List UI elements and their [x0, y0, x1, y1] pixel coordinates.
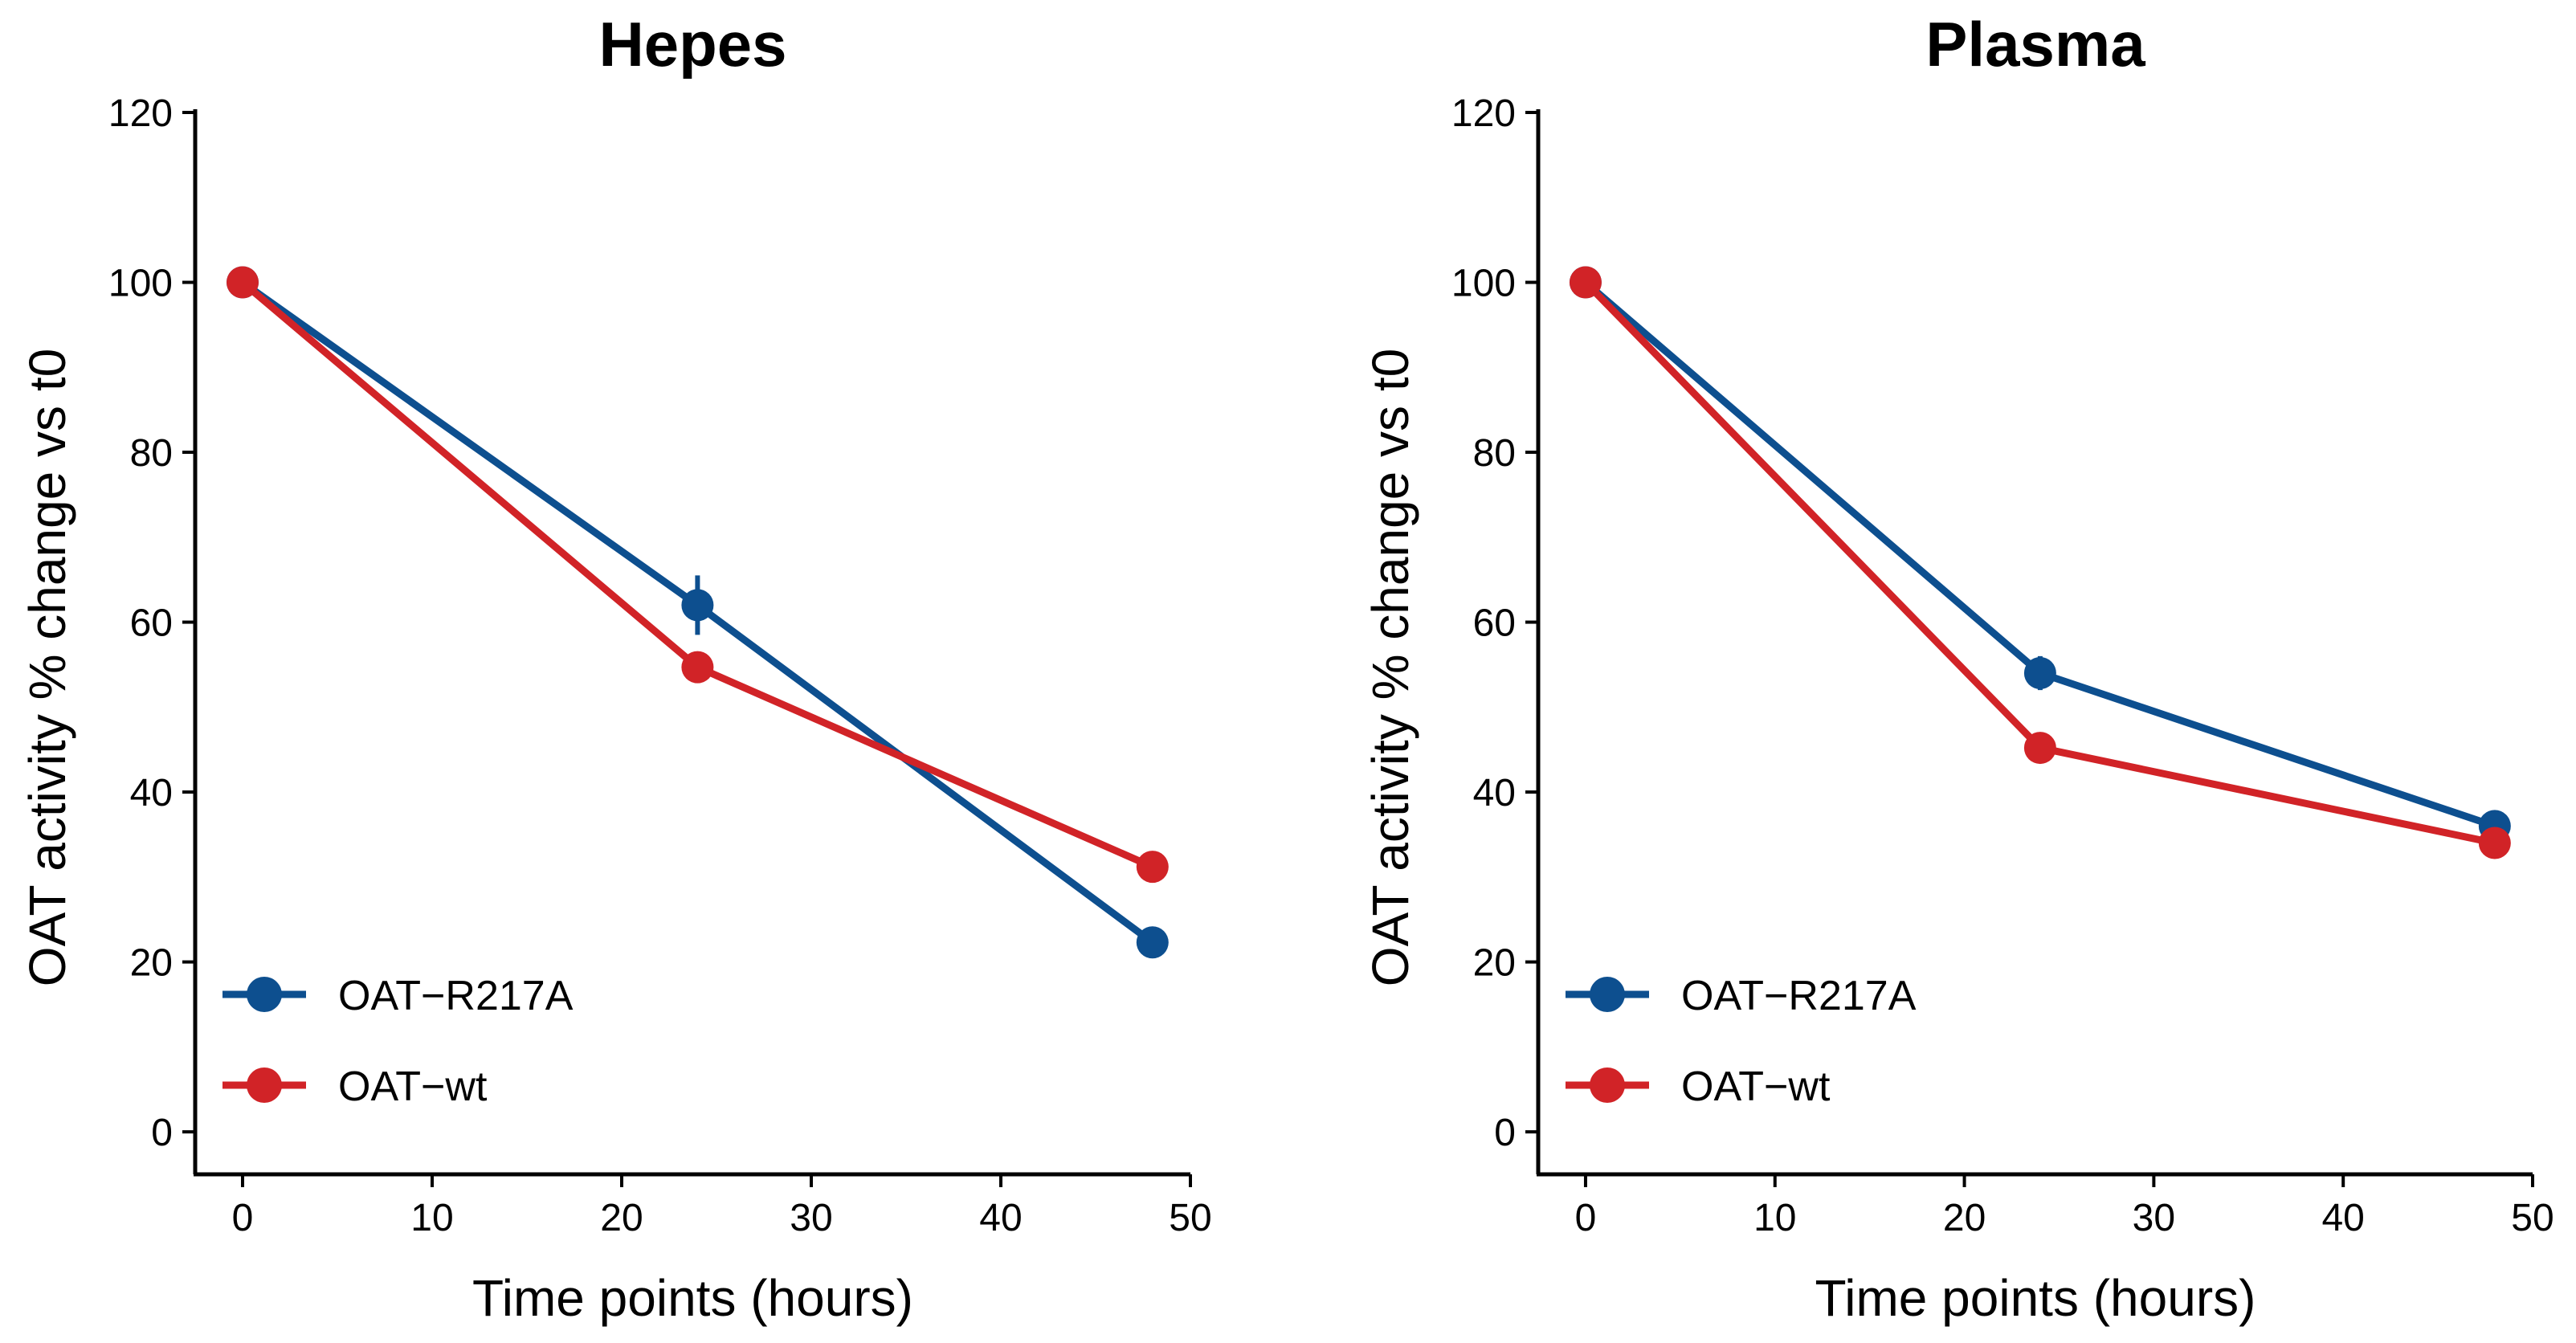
data-point: [1569, 266, 1602, 299]
data-point: [2478, 827, 2511, 859]
data-point: [2023, 732, 2056, 765]
data-point: [681, 589, 714, 622]
x-tick-label: 30: [2133, 1197, 2175, 1239]
x-tick-label: 50: [2511, 1197, 2554, 1239]
legend-swatch-point: [247, 977, 282, 1012]
x-tick-label: 20: [1943, 1197, 1986, 1239]
x-tick-label: 10: [1753, 1197, 1796, 1239]
y-tick-label: 40: [130, 772, 173, 814]
y-axis-title: OAT activity % change vs t0: [18, 349, 76, 986]
y-tick-label: 120: [1451, 92, 1516, 135]
legend-item: OAT−wt: [1566, 1063, 1831, 1110]
legend-swatch-point: [1590, 977, 1625, 1012]
y-tick-label: 80: [1473, 432, 1516, 475]
y-tick-label: 0: [1494, 1112, 1516, 1154]
data-point: [681, 651, 714, 684]
x-axis-title: Time points (hours): [1815, 1269, 2256, 1327]
y-tick-label: 60: [130, 602, 173, 645]
y-tick-label: 120: [108, 92, 173, 135]
y-tick-label: 40: [1473, 772, 1516, 814]
legend-label: OAT−R217A: [1681, 973, 1917, 1019]
data-point: [1136, 851, 1169, 884]
y-tick-label: 20: [130, 942, 173, 985]
chart-panel-2: Plasma 0 20 40 60 80 100 120 0 10 20 30 40 50 Time poi…: [1361, 9, 2554, 1327]
x-tick-label: 50: [1169, 1197, 1211, 1239]
x-tick-label: 40: [979, 1197, 1022, 1239]
y-tick-label: 80: [130, 432, 173, 475]
legend-label: OAT−R217A: [338, 973, 574, 1019]
x-tick-label: 10: [410, 1197, 453, 1239]
legend-label: OAT−wt: [1681, 1063, 1831, 1110]
data-point: [227, 266, 259, 299]
x-tick-label: 20: [600, 1197, 643, 1239]
data-point: [1136, 926, 1169, 959]
series-line: [240, 280, 1154, 871]
x-tick-label: 40: [2321, 1197, 2364, 1239]
legend-label: OAT−wt: [338, 1063, 488, 1110]
y-axis-title: OAT activity % change vs t0: [1361, 349, 1419, 986]
y-tick-label: 100: [108, 263, 173, 305]
legend-item: OAT−wt: [222, 1063, 488, 1110]
chart-title: Plasma: [1925, 9, 2145, 80]
y-tick-label: 20: [1473, 942, 1516, 985]
chart-title: Hepes: [598, 9, 786, 80]
x-tick-label: 30: [790, 1197, 832, 1239]
y-tick-label: 100: [1451, 263, 1516, 305]
y-tick-label: 60: [1473, 602, 1516, 645]
legend-item: OAT−R217A: [222, 973, 574, 1019]
x-tick-label: 0: [1575, 1197, 1597, 1239]
legend-swatch-point: [247, 1067, 282, 1103]
data-point: [2023, 657, 2056, 690]
x-tick-label: 0: [232, 1197, 254, 1239]
legend-swatch-point: [1590, 1067, 1625, 1103]
chart-panel-1: Hepes 0 20 40 60 80 100 120 0 10 20 30 40 50 Time poin…: [18, 9, 1212, 1327]
x-axis-title: Time points (hours): [472, 1269, 913, 1327]
y-tick-label: 0: [151, 1112, 173, 1154]
legend-item: OAT−R217A: [1566, 973, 1917, 1019]
